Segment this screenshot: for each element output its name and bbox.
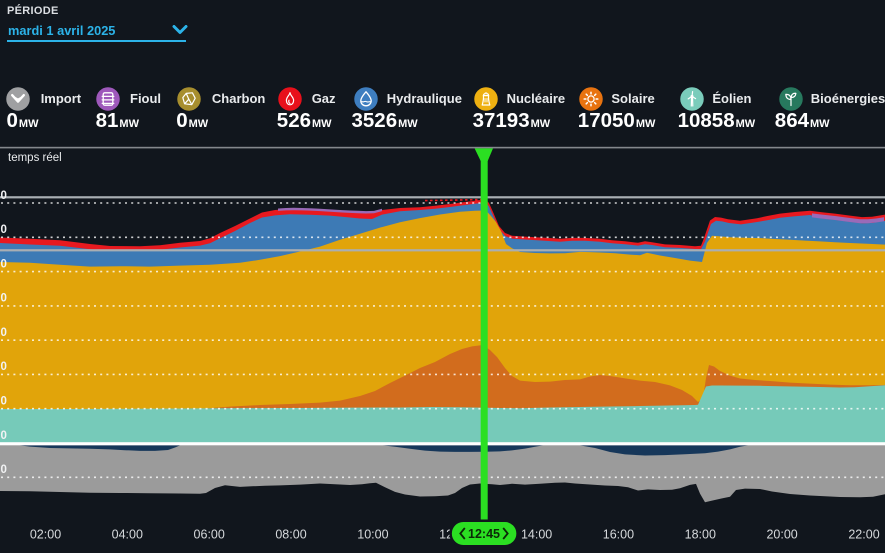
svg-text:0: 0 <box>1 258 7 270</box>
svg-text:06:00: 06:00 <box>194 528 225 542</box>
svg-text:20:00: 20:00 <box>766 528 797 542</box>
svg-text:0: 0 <box>1 361 7 373</box>
svg-text:12:45: 12:45 <box>468 527 500 541</box>
svg-text:0: 0 <box>1 224 7 236</box>
svg-text:18:00: 18:00 <box>685 528 716 542</box>
svg-text:16:00: 16:00 <box>603 528 634 542</box>
svg-text:0: 0 <box>1 430 7 442</box>
svg-text:04:00: 04:00 <box>112 528 143 542</box>
svg-text:0: 0 <box>1 293 7 305</box>
svg-text:0: 0 <box>1 396 7 408</box>
svg-text:14:00: 14:00 <box>521 528 552 542</box>
svg-text:0: 0 <box>1 327 7 339</box>
svg-text:02:00: 02:00 <box>30 528 61 542</box>
svg-text:temps réel: temps réel <box>8 152 62 164</box>
svg-text:10:00: 10:00 <box>357 528 388 542</box>
svg-text:0: 0 <box>1 464 7 476</box>
svg-text:22:00: 22:00 <box>848 528 879 542</box>
svg-text:08:00: 08:00 <box>275 528 306 542</box>
svg-text:0: 0 <box>1 190 7 202</box>
